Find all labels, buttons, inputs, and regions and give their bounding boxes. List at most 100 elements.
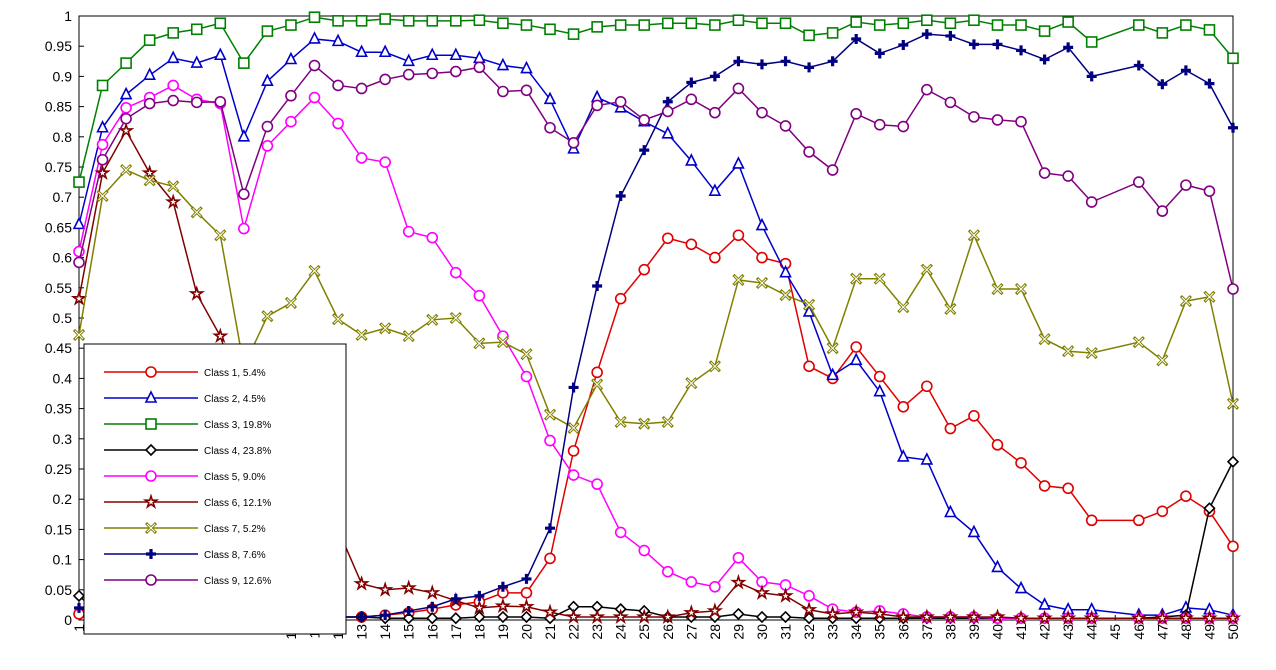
data-point [402,612,415,625]
y-tick-label: 0.45 [45,340,72,356]
y-tick-label: 0.95 [45,38,72,54]
data-point-highlight [1134,337,1144,347]
data-point [921,29,932,40]
data-point [1015,115,1027,128]
data-point [1085,196,1098,208]
data-point [851,33,862,44]
data-point [1132,176,1145,188]
data-point [871,605,888,621]
x-tick-label: 43 [1060,624,1076,640]
data-point [308,31,321,44]
data-point [379,73,391,86]
data-point [730,573,747,590]
data-point-highlight [851,274,861,284]
x-tick-label: 19 [495,624,511,640]
data-point-highlight [1063,346,1073,356]
y-axis: 0 0.05 0.1 0.15 0.2 0.25 0.3 0.35 0.4 0.45 0.5 0.55… [45,8,84,628]
y-tick-label: 0.65 [45,219,72,235]
data-point-highlight [875,274,885,284]
data-point [1203,185,1216,197]
data-point [991,439,1004,451]
data-point [898,39,909,50]
data-point-highlight [357,330,366,340]
data-point [425,47,439,61]
data-point [804,62,815,73]
data-point [426,67,439,80]
data-point-highlight [757,278,767,288]
data-point-highlight [592,380,602,389]
data-point [942,608,959,624]
data-point [145,470,157,482]
legend-box [83,343,347,635]
data-point [1157,79,1168,90]
data-point [638,263,651,276]
x-tick-label: 33 [825,624,841,640]
data-point [732,156,745,169]
data-point [497,85,509,98]
data-point [591,99,603,112]
data-point [756,59,767,70]
data-point [921,380,933,393]
data-point [356,611,367,622]
y-tick-label: 0.55 [45,280,72,296]
y-tick-label: 0.85 [45,99,72,115]
legend-label: Class 4, 23.8% [204,446,271,457]
data-point [755,610,769,624]
data-point-highlight [404,331,414,341]
data-point [1015,19,1027,31]
legend-item: Class 2, 4.5% [104,390,266,405]
data-point-highlight [475,339,484,348]
data-point [400,579,417,595]
data-point-highlight [734,275,743,285]
data-point [166,50,180,64]
data-point-highlight [946,304,955,314]
data-point-highlight [545,410,555,419]
data-point [402,53,416,67]
data-point [520,610,533,624]
data-point [1180,490,1192,502]
legend-label: Class 8, 7.6% [204,550,266,561]
data-point-highlight [427,315,437,325]
data-point [544,552,556,565]
data-point [308,11,321,24]
data-point [849,352,863,366]
data-point [238,188,250,200]
data-point [449,612,462,625]
data-point-highlight [333,314,343,324]
data-point [238,222,250,235]
data-point [661,125,675,139]
data-point [638,544,651,557]
data-point [591,478,603,490]
data-point [120,102,132,114]
y-tick-label: 0.25 [45,461,72,477]
x-tick-label: 24 [613,624,629,640]
data-point [1201,609,1218,626]
x-tick-label: 50 [1225,624,1241,640]
data-point [520,587,533,599]
data-point [706,602,724,618]
data-point [850,16,862,28]
y-tick-label: 0.5 [53,310,73,326]
data-point [355,82,368,95]
x-tick-label: 22 [566,624,582,640]
data-point [145,366,157,378]
y-tick-label: 0 [64,612,72,628]
data-point [402,225,415,238]
data-point [1062,170,1074,182]
data-point [989,608,1006,624]
data-point [1014,580,1028,594]
data-point [284,51,298,65]
data-point [1062,482,1074,495]
data-point [709,251,721,264]
data-point [591,366,603,379]
x-tick-label: 45 [1107,624,1123,640]
data-point [1038,25,1051,37]
data-point [615,190,626,201]
data-point [968,39,979,50]
data-point [826,27,839,39]
data-point [402,68,415,81]
data-point [732,551,745,564]
data-point [117,122,135,138]
data-point [473,289,486,302]
data-point [897,400,910,413]
